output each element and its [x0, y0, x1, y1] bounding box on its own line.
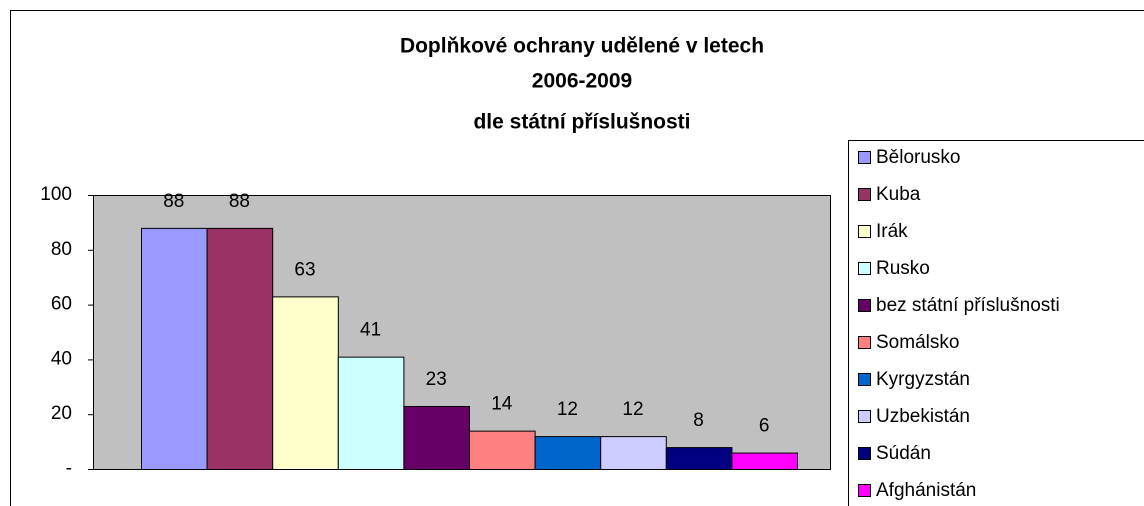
legend-swatch [858, 447, 871, 460]
data-label: 8 [693, 410, 704, 431]
legend-label: Irák [876, 221, 908, 242]
chart-title: Doplňkové ochrany udělené v letech [400, 35, 764, 58]
legend-label: Kyrgyzstán [876, 369, 970, 390]
bar [206, 227, 274, 470]
legend-swatch [858, 299, 871, 312]
data-label: 23 [426, 369, 447, 390]
data-label: 6 [759, 416, 770, 437]
y-tick-label: - [66, 458, 72, 479]
bar [665, 447, 733, 470]
legend-swatch [858, 262, 871, 275]
legend-label: Kuba [876, 184, 921, 205]
legend-swatch [858, 373, 871, 386]
bar [272, 296, 339, 470]
legend-swatch [858, 225, 871, 238]
data-label: 12 [622, 399, 643, 420]
chart-title: 2006-2009 [532, 70, 632, 93]
y-tick-label: 100 [40, 184, 72, 205]
legend-swatch [858, 410, 871, 423]
bar [337, 356, 405, 470]
legend-swatch [858, 336, 871, 349]
legend-box [848, 140, 1144, 506]
bar [534, 436, 602, 470]
data-label: 12 [557, 399, 578, 420]
legend-label: Somálsko [876, 332, 959, 353]
data-label: 14 [491, 394, 513, 415]
legend-label: Bělorusko [876, 147, 961, 168]
legend-swatch [858, 188, 871, 201]
legend-label: Afghánistán [876, 480, 976, 501]
y-tick-label: 80 [51, 239, 72, 260]
data-label: 88 [163, 191, 184, 212]
legend-swatch [858, 151, 871, 164]
bar [141, 227, 208, 470]
y-tick-label: 60 [51, 294, 72, 315]
bar [403, 405, 470, 471]
chart-title: dle státní příslušnosti [473, 111, 690, 134]
legend-swatch [858, 484, 871, 497]
legend-label: Súdán [876, 443, 931, 464]
legend-label: bez státní příslušnosti [876, 295, 1060, 316]
bar [469, 430, 536, 471]
data-label: 63 [294, 259, 315, 280]
y-tick-label: 40 [51, 348, 72, 369]
bar [731, 452, 799, 470]
bar [600, 436, 667, 470]
legend-label: Rusko [876, 258, 930, 279]
legend-label: Uzbekistán [876, 406, 970, 427]
y-tick-label: 20 [51, 403, 72, 424]
data-label: 88 [229, 191, 250, 212]
data-label: 41 [360, 320, 381, 341]
